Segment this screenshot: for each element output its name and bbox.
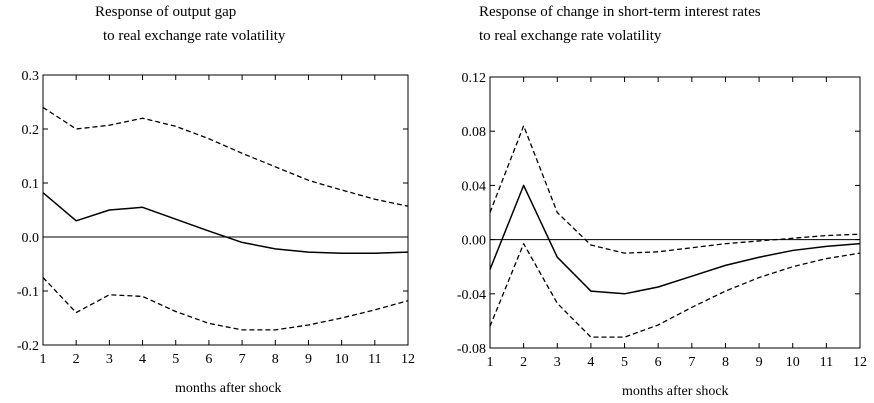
chart-2-title-line-2: to real exchange rate volatility	[479, 28, 662, 44]
chart-1-title-line-2: to real exchange rate volatility	[103, 28, 286, 44]
chart-2-xtick-label: 7	[688, 355, 695, 370]
chart-2-xlabel: months after shock	[622, 384, 729, 399]
chart-2-plot-frame	[489, 76, 861, 349]
chart-1-xtick-label: 4	[139, 352, 146, 367]
chart-1-title-line-1: Response of output gap	[95, 4, 237, 20]
chart-2-xtick-label: 6	[655, 355, 662, 370]
chart-2-xtick-label: 10	[786, 355, 800, 370]
chart-1-ytick-label: -0.1	[17, 285, 39, 300]
chart-2-xtick-label: 9	[756, 355, 763, 370]
chart-1-xtick-label: 7	[239, 352, 246, 367]
chart-1-xtick-label: 2	[73, 352, 80, 367]
chart-1-ytick-label: 0.0	[22, 231, 40, 246]
chart-2-ytick-label: -0.04	[457, 288, 486, 303]
chart-2-xtick-label: 5	[621, 355, 628, 370]
chart-1-xtick-label: 8	[272, 352, 279, 367]
chart-1-ytick-label: -0.2	[17, 339, 39, 354]
chart-2-xtick-label: 2	[520, 355, 527, 370]
chart-2-ytick-label: 0.12	[462, 71, 487, 86]
chart-2-ytick-label: 0.04	[462, 179, 487, 194]
chart-1-xtick-label: 1	[40, 352, 47, 367]
chart-1-xtick-label: 12	[401, 352, 415, 367]
chart-2-xtick-label: 12	[853, 355, 867, 370]
chart-1-upper-band-line	[42, 106, 409, 207]
chart-1-xlabel: months after shock	[175, 381, 282, 396]
chart-1-xtick-label: 9	[305, 352, 312, 367]
chart-2-xtick-label: 8	[722, 355, 729, 370]
chart-2-ytick-label: -0.08	[457, 342, 486, 357]
chart-1-xtick-label: 6	[205, 352, 212, 367]
chart-2-title-line-1: Response of change in short-term interes…	[479, 4, 761, 20]
chart-2-xtick-label: 3	[554, 355, 561, 370]
chart-2-point-estimate-line	[489, 184, 861, 295]
chart-1-ytick-label: 0.2	[22, 123, 40, 138]
chart-2-lower-band-line	[489, 243, 861, 338]
chart-1-point-estimate-line	[42, 192, 409, 254]
chart-1-xtick-label: 3	[106, 352, 113, 367]
chart-2-ytick-label: 0.08	[462, 125, 487, 140]
chart-2-xtick-label: 1	[487, 355, 494, 370]
chart-2-upper-band-line	[489, 125, 861, 254]
chart-1-xtick-label: 11	[368, 352, 381, 367]
chart-1-ytick-label: 0.3	[22, 69, 40, 84]
chart-1-plot-frame	[42, 74, 409, 346]
chart-1-xtick-label: 10	[335, 352, 349, 367]
chart-1-ytick-label: 0.1	[22, 177, 40, 192]
chart-1-xtick-label: 5	[172, 352, 179, 367]
chart-1-lower-band-line	[42, 277, 409, 331]
chart-2-xtick-label: 11	[820, 355, 833, 370]
chart-2-ytick-label: 0.00	[462, 234, 487, 249]
chart-2-xtick-label: 4	[587, 355, 594, 370]
